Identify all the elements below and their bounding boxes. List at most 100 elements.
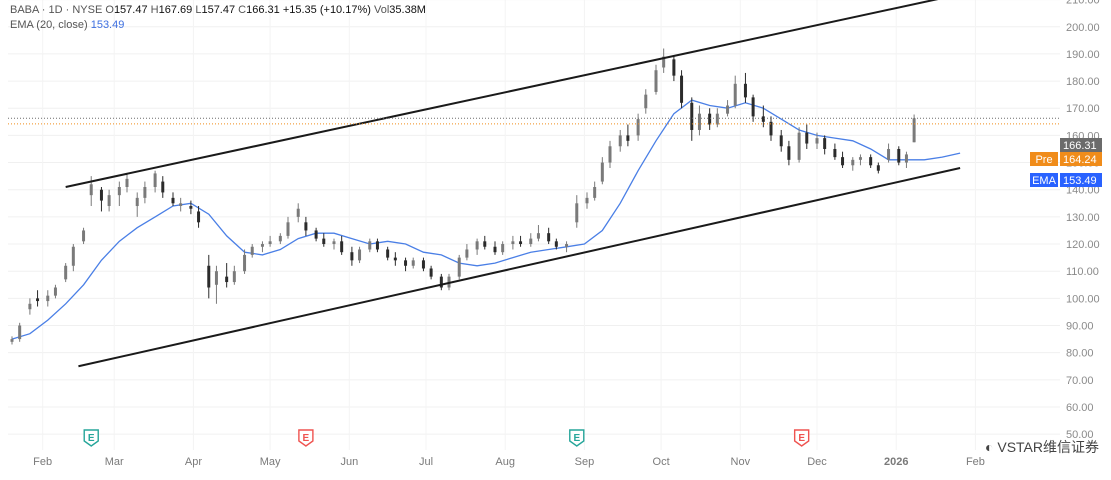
candle-body <box>268 241 272 245</box>
candle-body <box>314 230 318 239</box>
candle-body <box>475 241 479 250</box>
candle-body <box>322 238 326 245</box>
candle-body <box>250 246 254 255</box>
earnings-badge-letter: E <box>798 433 805 444</box>
earnings-badge-letter: E <box>573 433 580 444</box>
close-value: 166.31 <box>246 4 280 16</box>
x-tick-label: Feb <box>966 456 985 468</box>
y-tick-label: 140.00 <box>1066 185 1100 197</box>
last-price-tag: 166.31 <box>1060 138 1102 152</box>
candle-body <box>779 135 783 147</box>
candle-body <box>439 276 443 288</box>
candle-body <box>841 157 845 166</box>
candle-body <box>600 162 604 182</box>
x-tick-label: Oct <box>653 456 670 468</box>
earnings-badge-icon <box>298 429 314 447</box>
candle-body <box>153 173 157 188</box>
candle-body <box>912 118 916 143</box>
ema-tag-label-bg <box>1030 173 1058 187</box>
x-tick-label: Sep <box>575 456 595 468</box>
earnings-badge-icon <box>569 429 585 447</box>
candle-body <box>743 83 747 98</box>
candle-body <box>189 206 193 209</box>
candle-body <box>18 325 22 340</box>
candle-body <box>876 165 880 171</box>
x-tick-label: Aug <box>495 456 515 468</box>
candle-body <box>99 189 103 201</box>
candle-body <box>708 113 712 125</box>
ema-tag-value: 153.49 <box>1063 175 1097 187</box>
y-tick-label: 100.00 <box>1066 293 1100 305</box>
candle-body <box>733 83 737 106</box>
candle-body <box>286 222 290 236</box>
volume-value: 35.38M <box>389 4 426 16</box>
earnings-marker[interactable]: E <box>793 429 810 447</box>
y-axis: 210.00200.00190.00180.00170.00160.00150.… <box>1066 0 1100 441</box>
candle-body <box>593 187 597 198</box>
ema-tag-value-bg <box>1060 173 1102 187</box>
x-tick-label: Feb <box>33 456 52 468</box>
candle-body <box>662 56 666 68</box>
candle-body <box>483 241 487 247</box>
candle-body <box>171 197 175 204</box>
y-tick-label: 90.00 <box>1066 321 1094 333</box>
price-tags: 166.31 Pre 164.24 EMA 153.49 <box>1030 138 1102 187</box>
candle-body <box>386 249 390 258</box>
candle-body <box>519 241 523 245</box>
y-tick-label: 120.00 <box>1066 239 1100 251</box>
candle-body <box>421 260 425 269</box>
candle-body <box>565 244 569 247</box>
y-tick-label: 200.00 <box>1066 22 1100 34</box>
candle-body <box>769 121 773 136</box>
earnings-badge-icon <box>793 429 810 447</box>
candle-body <box>726 105 730 114</box>
candle-body <box>654 70 658 92</box>
candle-body <box>715 113 719 125</box>
candle-body <box>375 241 379 250</box>
y-tick-label: 60.00 <box>1066 402 1094 414</box>
candle-body <box>368 241 372 250</box>
y-tick-label: 170.00 <box>1066 103 1100 115</box>
candle-body <box>10 339 14 342</box>
open-label: O <box>105 4 114 16</box>
earnings-marker[interactable]: E <box>569 429 585 447</box>
candle-body <box>644 94 648 109</box>
candle-body <box>358 249 362 261</box>
candle-body <box>626 135 630 141</box>
candle-body <box>107 195 111 207</box>
pre-market-tag-label: Pre <box>1035 154 1052 166</box>
candle-body <box>393 257 397 261</box>
candle-body <box>465 249 469 258</box>
last-price-tag-value: 166.31 <box>1063 140 1097 152</box>
candle-body <box>125 178 129 188</box>
earnings-marker[interactable]: E <box>298 429 314 447</box>
y-tick-label: 110.00 <box>1066 266 1099 278</box>
candle-body <box>46 295 50 302</box>
candle-body <box>672 59 676 76</box>
candle-body <box>260 244 264 247</box>
candle-body <box>697 113 701 130</box>
candle-body <box>457 257 461 277</box>
earnings-badge-letter: E <box>303 433 310 444</box>
y-tick-label: 130.00 <box>1066 212 1100 224</box>
candle-body <box>28 303 32 310</box>
candle-body <box>214 271 218 285</box>
x-tick-label: Mar <box>105 456 124 468</box>
watermark: ◐ VSTAR维信证券 <box>985 437 1099 457</box>
candle-body <box>71 246 75 266</box>
x-tick-label: Jun <box>340 456 358 468</box>
earnings-badge-icon <box>83 429 99 447</box>
y-tick-label: 210.00 <box>1066 0 1100 7</box>
low-label: L <box>195 4 202 16</box>
candle-body <box>232 271 236 283</box>
candle-body <box>904 154 908 163</box>
ema-legend-label: EMA (20, close) <box>10 19 88 31</box>
y-tick-label: 180.00 <box>1066 76 1100 88</box>
earnings-marker[interactable]: E <box>83 429 99 447</box>
candle-body <box>143 187 147 198</box>
candle-body <box>618 135 622 147</box>
pre-market-tag: Pre 164.24 <box>1030 152 1102 166</box>
candle-body <box>554 241 558 247</box>
